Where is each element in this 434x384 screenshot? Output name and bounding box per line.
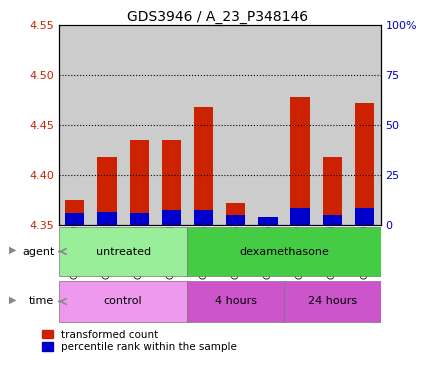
Text: untreated: untreated	[95, 247, 150, 257]
Bar	[59, 227, 187, 276]
Bar	[65, 200, 84, 225]
Bar	[283, 25, 316, 225]
Text: ▶: ▶	[9, 295, 16, 305]
Text: GSM847205: GSM847205	[231, 225, 240, 280]
Text: dexamethasone: dexamethasone	[239, 247, 328, 257]
Text: time: time	[29, 296, 54, 306]
Bar	[322, 215, 341, 225]
Bar	[226, 215, 245, 225]
Bar	[226, 203, 245, 225]
Bar	[97, 157, 116, 225]
Bar	[348, 25, 380, 225]
Bar	[194, 210, 213, 225]
Text: GSM847204: GSM847204	[199, 225, 207, 279]
Text: GSM847209: GSM847209	[359, 225, 368, 280]
Text: GSM847202: GSM847202	[135, 225, 143, 279]
Bar	[290, 97, 309, 225]
Legend: transformed count, percentile rank within the sample: transformed count, percentile rank withi…	[42, 330, 236, 352]
Bar	[129, 140, 148, 225]
Bar	[97, 212, 116, 225]
Bar	[91, 25, 123, 225]
Bar	[219, 25, 251, 225]
Bar	[155, 25, 187, 225]
Bar	[251, 25, 283, 225]
Bar	[59, 25, 91, 225]
Bar	[187, 25, 219, 225]
Text: GSM847208: GSM847208	[327, 225, 336, 280]
Text: 24 hours: 24 hours	[307, 296, 356, 306]
Text: ▶: ▶	[9, 245, 16, 255]
Text: GSM847203: GSM847203	[167, 225, 175, 280]
Bar	[161, 210, 181, 225]
Text: GSM847206: GSM847206	[263, 225, 272, 280]
Text: GDS3946 / A_23_P348146: GDS3946 / A_23_P348146	[127, 10, 307, 23]
Bar	[65, 213, 84, 225]
Bar	[258, 217, 277, 225]
Bar	[194, 107, 213, 225]
Text: agent: agent	[22, 247, 54, 257]
Bar	[354, 208, 373, 225]
Bar	[161, 140, 181, 225]
Bar	[258, 217, 277, 225]
Text: 4 hours: 4 hours	[214, 296, 256, 306]
Bar	[123, 25, 155, 225]
Bar	[283, 281, 380, 322]
Text: GSM847201: GSM847201	[102, 225, 111, 280]
Text: GSM847207: GSM847207	[295, 225, 304, 280]
Bar	[187, 227, 380, 276]
Text: GSM847200: GSM847200	[70, 225, 79, 280]
Bar	[59, 281, 187, 322]
Bar	[290, 208, 309, 225]
Bar	[316, 25, 348, 225]
Text: control: control	[104, 296, 142, 306]
Bar	[129, 213, 148, 225]
Bar	[187, 281, 283, 322]
Bar	[354, 103, 373, 225]
Bar	[322, 157, 341, 225]
